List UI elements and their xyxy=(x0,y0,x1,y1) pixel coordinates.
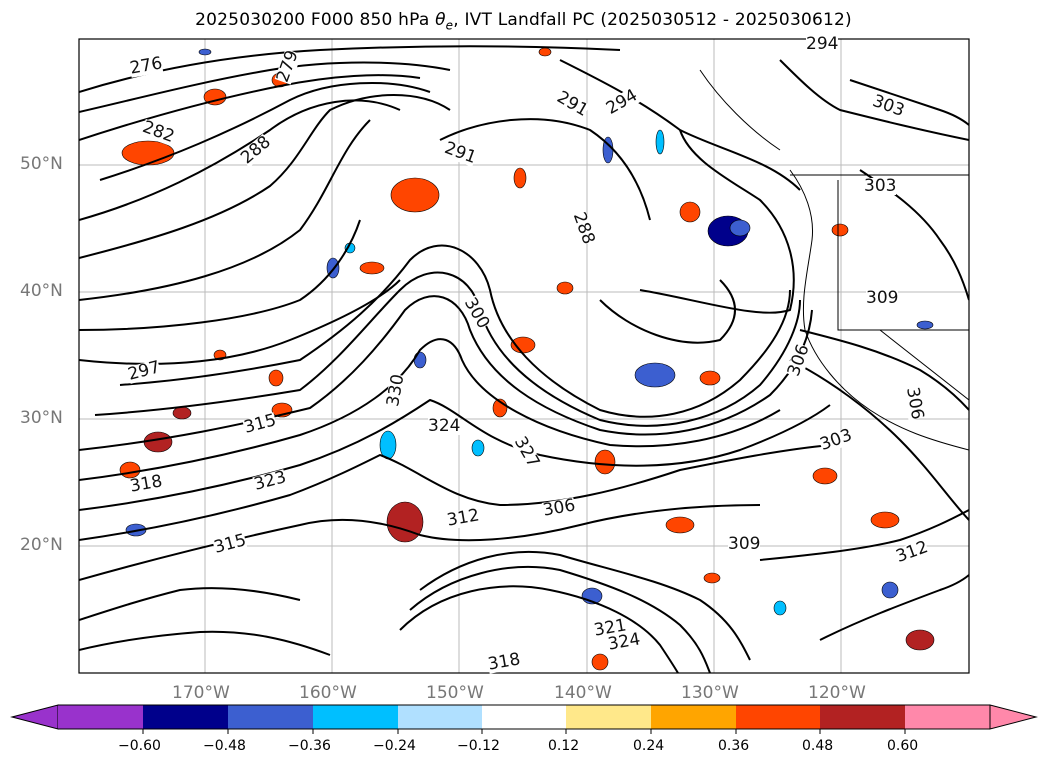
lon-label: 170°W xyxy=(172,683,230,703)
colorbar-tick: −0.48 xyxy=(203,738,246,754)
colorbar-tick: −0.60 xyxy=(118,738,161,754)
map-panel xyxy=(78,38,970,674)
contour-label: 306 xyxy=(902,385,928,422)
colorbar-tick: 0.36 xyxy=(718,738,750,754)
lon-label: 140°W xyxy=(554,683,612,703)
colorbar-tick: 0.24 xyxy=(633,738,665,754)
colorbar-tick: −0.24 xyxy=(373,738,416,754)
colorbar-tick: −0.12 xyxy=(457,738,500,754)
colorbar-tick: 0.48 xyxy=(802,738,834,754)
contour-label: 303 xyxy=(864,176,897,196)
lat-label: 30°N xyxy=(20,408,63,428)
lat-label: 20°N xyxy=(20,535,63,555)
contour-label: 294 xyxy=(806,34,839,54)
contour-label: 309 xyxy=(866,288,899,308)
lon-label: 130°W xyxy=(681,683,739,703)
lon-label: 150°W xyxy=(426,683,484,703)
contour-label: 324 xyxy=(428,416,461,436)
coastlines xyxy=(699,69,969,451)
lon-label: 160°W xyxy=(299,683,357,703)
lon-label: 120°W xyxy=(808,683,866,703)
lat-label: 50°N xyxy=(20,154,63,174)
theta-e-contours xyxy=(79,45,969,673)
lat-label: 40°N xyxy=(20,281,63,301)
map-title: 2025030200 F000 850 hPa θe, IVT Landfall… xyxy=(195,10,852,33)
contour-label: 309 xyxy=(728,534,761,554)
colorbar-tick: 0.60 xyxy=(887,738,919,754)
shading-blobs xyxy=(119,47,935,671)
colorbar-tick: −0.36 xyxy=(288,738,331,754)
colorbar xyxy=(10,704,1038,734)
colorbar-tick: 0.12 xyxy=(548,738,580,754)
